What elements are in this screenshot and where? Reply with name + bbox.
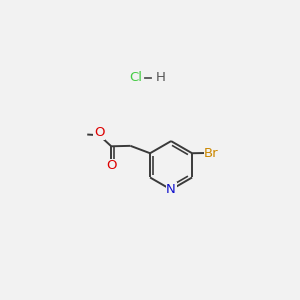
Text: O: O <box>106 159 117 172</box>
Text: N: N <box>166 183 176 196</box>
Text: Br: Br <box>204 146 219 160</box>
Text: O: O <box>94 126 104 140</box>
Text: H: H <box>156 71 166 84</box>
Text: Cl: Cl <box>129 71 142 84</box>
